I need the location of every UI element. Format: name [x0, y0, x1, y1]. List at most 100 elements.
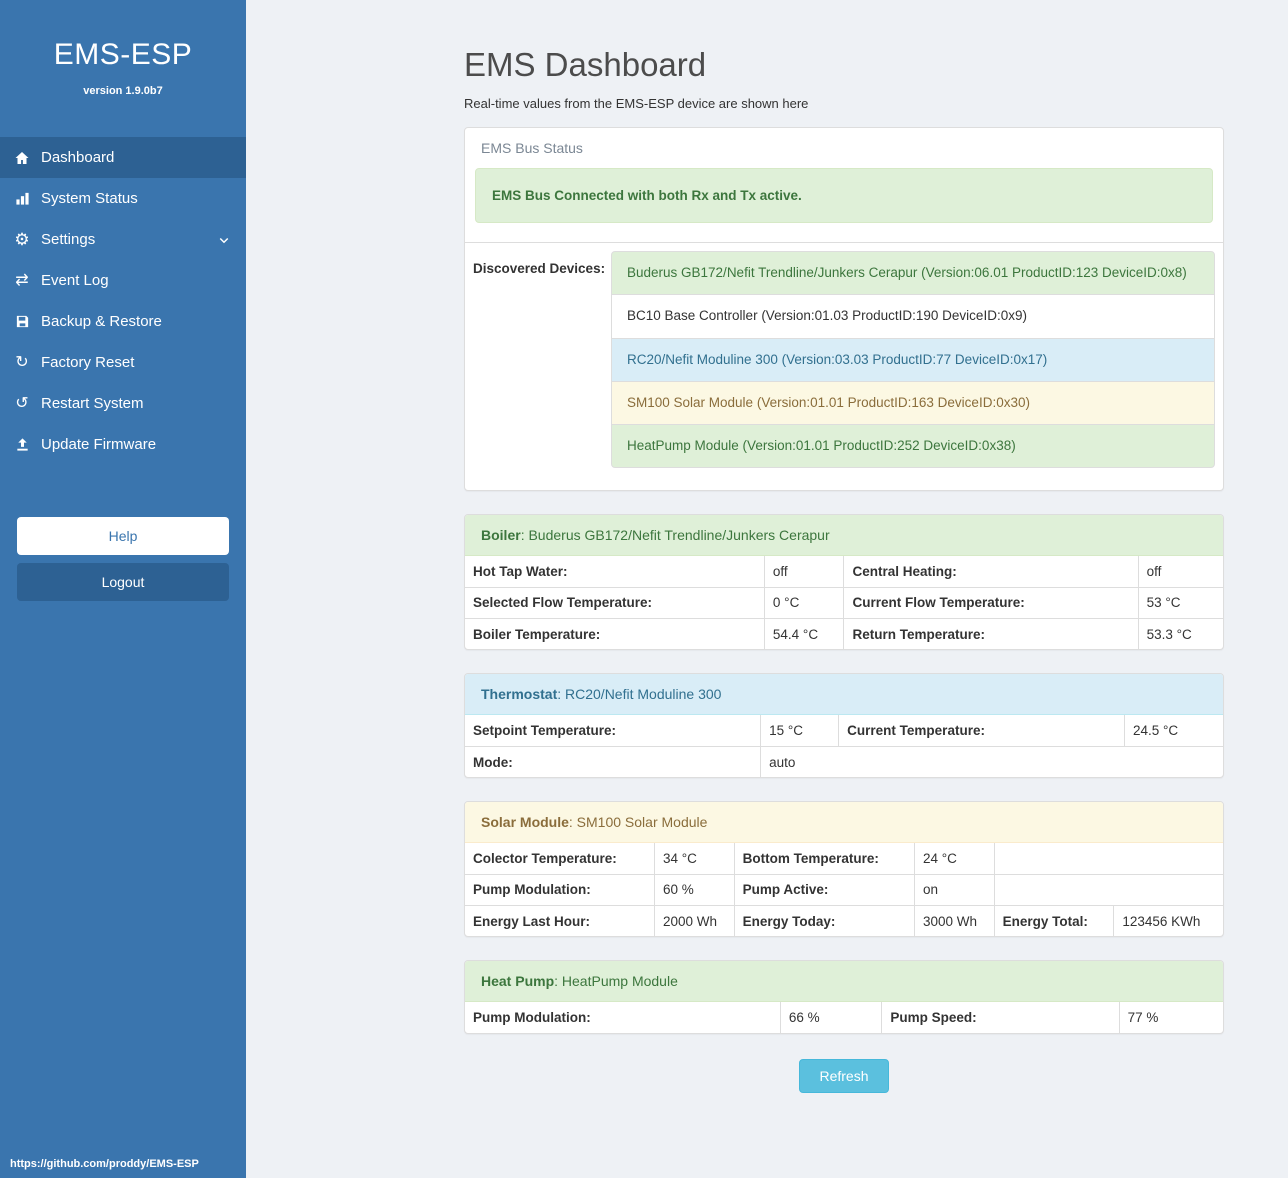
heat-pump-panel-heading: Heat Pump: HeatPump Module: [465, 961, 1223, 1003]
field-label: Hot Tap Water:: [465, 556, 765, 588]
exchange-icon: ⇄: [15, 271, 29, 289]
boiler-panel: Boiler: Buderus GB172/Nefit Trendline/Ju…: [464, 514, 1224, 651]
device-list: Buderus GB172/Nefit Trendline/Junkers Ce…: [611, 251, 1215, 469]
page-title: EMS Dashboard: [464, 46, 707, 83]
device-list-item: Buderus GB172/Nefit Trendline/Junkers Ce…: [611, 251, 1215, 296]
boiler-table: Hot Tap Water: off Central Heating: off …: [465, 556, 1223, 650]
field-value: auto: [760, 745, 1223, 778]
sidebar-item-event-log[interactable]: ⇄ Event Log: [0, 260, 246, 301]
help-button[interactable]: Help: [17, 517, 229, 555]
nav-label: Backup & Restore: [41, 313, 162, 330]
boiler-device-name: : Buderus GB172/Nefit Trendline/Junkers …: [520, 527, 830, 544]
sidebar-item-backup-restore[interactable]: Backup & Restore: [0, 301, 246, 342]
sidebar-item-settings[interactable]: ⚙ Settings: [0, 219, 246, 260]
nav-label: Restart System: [41, 395, 144, 412]
discovered-devices-label: Discovered Devices:: [473, 261, 606, 276]
empty-cell: [993, 843, 1223, 875]
field-value: 34 °C: [654, 843, 735, 875]
app-version: version 1.9.0b7: [83, 85, 163, 97]
table-row: Setpoint Temperature: 15 °C Current Temp…: [465, 715, 1223, 747]
table-row: Hot Tap Water: off Central Heating: off: [465, 556, 1223, 588]
table-row: Colector Temperature: 34 °C Bottom Tempe…: [465, 843, 1223, 875]
field-label: Mode:: [465, 745, 762, 778]
sidebar-nav: Dashboard System Status ⚙ Settings ⇄ Eve…: [0, 137, 246, 465]
logout-button[interactable]: Logout: [17, 563, 229, 601]
sidebar-item-update-firmware[interactable]: Update Firmware: [0, 424, 246, 465]
heat-pump-device-name: : HeatPump Module: [554, 973, 678, 990]
field-value: off: [1137, 556, 1223, 588]
app-title: EMS-ESP: [53, 38, 193, 71]
table-row: Pump Modulation: 60 % Pump Active: on: [465, 873, 1223, 906]
field-value: 0 °C: [763, 586, 845, 619]
sidebar-item-factory-reset[interactable]: ↻ Factory Reset: [0, 342, 246, 383]
solar-panel-name: Solar Module: [481, 814, 569, 831]
field-label: Current Flow Temperature:: [843, 586, 1139, 619]
sidebar-item-dashboard[interactable]: Dashboard: [0, 137, 246, 178]
solar-device-name: : SM100 Solar Module: [568, 814, 708, 831]
field-label: Boiler Temperature:: [465, 617, 765, 650]
table-row: Selected Flow Temperature: 0 °C Current …: [465, 586, 1223, 619]
table-row: Energy Last Hour: 2000 Wh Energy Today: …: [465, 904, 1223, 937]
device-list-item: RC20/Nefit Moduline 300 (Version:03.03 P…: [611, 337, 1215, 382]
main-content: EMS Dashboard Real-time values from the …: [246, 0, 1288, 1178]
field-label: Current Temperature:: [838, 715, 1125, 747]
field-value: on: [913, 873, 995, 906]
sidebar-item-restart-system[interactable]: ↺ Restart System: [0, 383, 246, 424]
reset-icon: ↻: [15, 353, 29, 371]
field-label: Energy Last Hour:: [465, 904, 656, 937]
thermostat-device-name: : RC20/Nefit Moduline 300: [557, 686, 722, 703]
sidebar-item-system-status[interactable]: System Status: [0, 178, 246, 219]
chart-icon: [11, 191, 33, 206]
ems-bus-status-body: EMS Bus Connected with both Rx and Tx ac…: [465, 168, 1223, 242]
device-list-item: SM100 Solar Module (Version:01.01 Produc…: [611, 380, 1215, 425]
home-icon: [11, 150, 33, 166]
nav-label: Update Firmware: [41, 436, 157, 453]
thermostat-panel-name: Thermostat: [481, 686, 558, 703]
nav-label: System Status: [41, 190, 138, 207]
field-value: 15 °C: [760, 715, 840, 747]
field-label: Selected Flow Temperature:: [465, 586, 765, 619]
restart-icon: ↺: [15, 394, 29, 412]
field-value: 60 %: [654, 873, 735, 906]
field-value: 53.3 °C: [1137, 617, 1223, 650]
device-list-item: HeatPump Module (Version:01.01 ProductID…: [611, 424, 1215, 469]
empty-cell: [993, 873, 1223, 906]
heat-pump-table: Pump Modulation: 66 % Pump Speed: 77 %: [465, 1002, 1223, 1034]
field-label: Pump Speed:: [881, 1002, 1120, 1034]
boiler-panel-name: Boiler: [481, 527, 521, 544]
field-label: Energy Today:: [733, 904, 915, 937]
heat-pump-panel-name: Heat Pump: [481, 973, 555, 990]
heat-pump-panel: Heat Pump: HeatPump Module Pump Modulati…: [464, 960, 1224, 1035]
field-value: 54.4 °C: [763, 617, 845, 650]
solar-module-panel: Solar Module: SM100 Solar Module Colecto…: [464, 801, 1224, 938]
refresh-section: Refresh: [464, 1059, 1224, 1094]
field-value: 66 %: [779, 1002, 883, 1034]
thermostat-table: Setpoint Temperature: 15 °C Current Temp…: [465, 715, 1223, 778]
discovered-devices-section: Discovered Devices: Buderus GB172/Nefit …: [465, 242, 1223, 490]
thermostat-panel-heading: Thermostat: RC20/Nefit Moduline 300: [465, 674, 1223, 716]
bus-connected-alert: EMS Bus Connected with both Rx and Tx ac…: [475, 168, 1213, 223]
upload-icon: [11, 437, 33, 452]
dashboard-container: EMS Dashboard Real-time values from the …: [464, 0, 1224, 1094]
field-value: 53 °C: [1137, 586, 1223, 619]
github-link[interactable]: https://github.com/proddy/EMS-ESP: [10, 1158, 199, 1170]
solar-panel-heading: Solar Module: SM100 Solar Module: [465, 802, 1223, 844]
nav-label: Event Log: [41, 272, 109, 289]
ems-bus-status-title: EMS Bus Status: [481, 140, 583, 156]
field-value: off: [763, 556, 845, 588]
field-value: 77 %: [1118, 1002, 1223, 1034]
field-value: 24.5 °C: [1123, 715, 1223, 747]
nav-label: Factory Reset: [41, 354, 135, 371]
field-label: Energy Total:: [993, 904, 1115, 937]
refresh-button[interactable]: Refresh: [799, 1059, 889, 1094]
sidebar: EMS-ESP version 1.9.0b7 Dashboard System…: [0, 0, 246, 1178]
field-label: Bottom Temperature:: [733, 843, 915, 875]
field-value: 123456 KWh: [1113, 904, 1223, 937]
field-label: Pump Modulation:: [465, 1002, 781, 1034]
table-row: Boiler Temperature: 54.4 °C Return Tempe…: [465, 617, 1223, 650]
boiler-panel-heading: Boiler: Buderus GB172/Nefit Trendline/Ju…: [465, 515, 1223, 557]
field-value: 2000 Wh: [654, 904, 735, 937]
field-label: Return Temperature:: [843, 617, 1139, 650]
field-value: 3000 Wh: [913, 904, 995, 937]
